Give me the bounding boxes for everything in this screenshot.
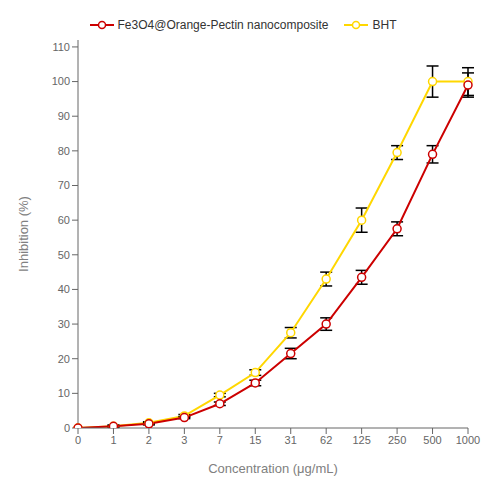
svg-text:80: 80 [58,145,70,157]
svg-text:Inhibition (%): Inhibition (%) [16,196,31,272]
svg-text:62: 62 [320,434,332,446]
svg-text:1: 1 [110,434,116,446]
svg-text:500: 500 [423,434,441,446]
svg-text:70: 70 [58,179,70,191]
svg-text:7: 7 [217,434,223,446]
svg-text:125: 125 [352,434,370,446]
svg-text:50: 50 [58,249,70,261]
svg-text:40: 40 [58,283,70,295]
svg-text:1000: 1000 [456,434,480,446]
svg-text:30: 30 [58,318,70,330]
svg-text:31: 31 [285,434,297,446]
svg-text:100: 100 [52,75,70,87]
svg-text:2: 2 [146,434,152,446]
svg-text:Concentration (μg/mL): Concentration (μg/mL) [208,461,338,476]
svg-text:60: 60 [58,214,70,226]
svg-text:0: 0 [75,434,81,446]
html-text:BHT: BHT [372,18,397,32]
svg-text:3: 3 [181,434,187,446]
html-text:Fe3O4@Orange-Pectin nanocompos: Fe3O4@Orange-Pectin nanocomposite [117,18,329,32]
svg-text:15: 15 [249,434,261,446]
svg-text:250: 250 [388,434,406,446]
svg-text:20: 20 [58,353,70,365]
svg-text:90: 90 [58,110,70,122]
svg-text:0: 0 [64,422,70,434]
svg-text:110: 110 [52,41,70,53]
svg-text:10: 10 [58,387,70,399]
